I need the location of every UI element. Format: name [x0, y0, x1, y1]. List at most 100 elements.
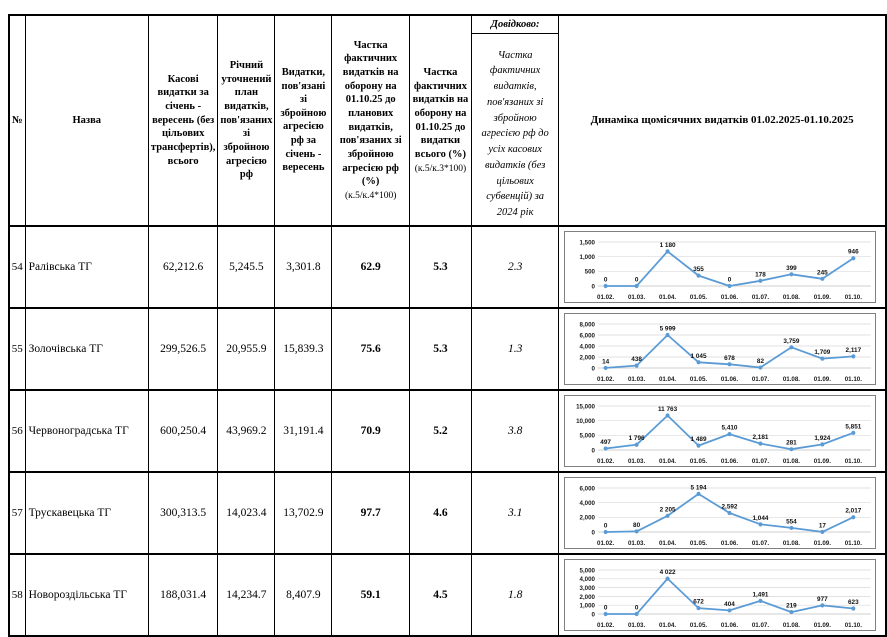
ref-2024-value: 2.3	[470, 224, 560, 309]
community-name: Новороздільська ТГ	[24, 552, 149, 637]
svg-text:0: 0	[592, 365, 596, 372]
svg-text:438: 438	[632, 356, 643, 363]
share-of-total-title: Частка фактичних видатків на оборону на …	[412, 67, 469, 160]
share-of-total-value: 4.5	[408, 552, 472, 637]
svg-text:01.10.: 01.10.	[845, 294, 862, 301]
svg-text:01.07.: 01.07.	[752, 622, 769, 629]
svg-text:01.10.: 01.10.	[845, 376, 862, 383]
war-expenses-value: 3,301.8	[274, 224, 333, 309]
chart-cell: 15,000 10,000 5,000 0 497 01.02. 1 796 01.03. 11…	[558, 388, 887, 473]
svg-text:672: 672	[694, 598, 705, 605]
community-name: Червоноградська ТГ	[24, 388, 149, 473]
svg-text:1,000: 1,000	[580, 602, 596, 609]
svg-text:01.07.: 01.07.	[752, 376, 769, 383]
svg-text:1 045: 1 045	[691, 353, 707, 360]
svg-text:0: 0	[592, 529, 596, 536]
share-of-total-formula: (к.5/к.3*100)	[414, 163, 467, 174]
share-of-total-value: 5.3	[408, 224, 472, 309]
svg-text:8,000: 8,000	[580, 321, 596, 328]
svg-text:404: 404	[725, 601, 736, 608]
row-number: 57	[8, 470, 26, 555]
row-number: 55	[8, 306, 26, 391]
svg-text:01.06.: 01.06.	[721, 294, 738, 301]
svg-text:497: 497	[601, 439, 612, 446]
annual-plan-value: 14,023.4	[217, 470, 276, 555]
reference-title: Довідково:	[472, 16, 558, 34]
svg-text:5 999: 5 999	[660, 325, 676, 332]
svg-text:01.10.: 01.10.	[845, 458, 862, 465]
cash-expenses-value: 600,250.4	[147, 388, 219, 473]
svg-text:0: 0	[728, 276, 732, 283]
svg-text:01.05.: 01.05.	[690, 376, 707, 383]
col-header-annual-plan: Річний уточнений план видатків, пов'язан…	[217, 14, 276, 227]
svg-text:0: 0	[604, 276, 608, 283]
svg-text:1,491: 1,491	[753, 591, 769, 598]
svg-text:0: 0	[635, 276, 639, 283]
svg-text:3,000: 3,000	[580, 585, 596, 592]
svg-text:01.03.: 01.03.	[628, 458, 645, 465]
svg-text:15,000: 15,000	[576, 403, 595, 410]
cash-expenses-value: 62,212.6	[147, 224, 219, 309]
svg-text:01.10.: 01.10.	[845, 622, 862, 629]
share-of-total-value: 5.2	[408, 388, 472, 473]
svg-text:0: 0	[604, 522, 608, 529]
table-row: 54 Ралівська ТГ 62,212.6 5,245.5 3,301.8…	[8, 224, 887, 309]
share-of-plan-value: 75.6	[331, 306, 410, 391]
svg-text:623: 623	[848, 599, 859, 606]
svg-text:355: 355	[694, 266, 705, 273]
svg-text:2,000: 2,000	[580, 515, 596, 522]
col-header-war-expenses: Видатки, пов'язані зі збройною агресією …	[274, 14, 333, 227]
share-of-plan-value: 97.7	[331, 470, 410, 555]
svg-text:01.04.: 01.04.	[659, 540, 676, 547]
svg-text:5,000: 5,000	[580, 433, 596, 440]
svg-text:01.08.: 01.08.	[783, 458, 800, 465]
share-of-total-value: 5.3	[408, 306, 472, 391]
annual-plan-value: 20,955.9	[217, 306, 276, 391]
svg-text:178: 178	[756, 271, 767, 278]
svg-text:01.03.: 01.03.	[628, 294, 645, 301]
svg-text:01.06.: 01.06.	[721, 458, 738, 465]
svg-text:977: 977	[817, 596, 828, 603]
svg-text:678: 678	[725, 355, 736, 362]
monthly-dynamics-chart: 15,000 10,000 5,000 0 497 01.02. 1 796 01.03. 11…	[564, 394, 876, 467]
svg-text:01.04.: 01.04.	[659, 622, 676, 629]
row-number: 54	[8, 224, 26, 309]
svg-text:01.07.: 01.07.	[752, 294, 769, 301]
war-expenses-value: 13,702.9	[274, 470, 333, 555]
col-header-share-of-total: Частка фактичних видатків на оборону на …	[408, 14, 472, 227]
table-row: 56 Червоноградська ТГ 600,250.4 43,969.2…	[8, 388, 887, 473]
svg-text:01.05.: 01.05.	[690, 294, 707, 301]
expenses-table: № Назва Касові видатки за січень - верес…	[8, 14, 887, 637]
svg-text:01.08.: 01.08.	[783, 376, 800, 383]
svg-text:01.02.: 01.02.	[597, 540, 614, 547]
line-chart-svg: 8,000 6,000 4,000 2,000 0 14 01.02. 438 01.03. 5 …	[580, 321, 872, 383]
svg-text:245: 245	[817, 269, 828, 276]
svg-text:3,759: 3,759	[784, 338, 800, 345]
share-of-plan-formula: (к.5/к.4*100)	[344, 190, 397, 201]
svg-text:6,000: 6,000	[580, 332, 596, 339]
svg-text:01.09.: 01.09.	[814, 622, 831, 629]
chart-cell: 6,000 4,000 2,000 0 0 01.02. 80 01.03. 2 205 01.0…	[558, 470, 887, 555]
svg-text:01.06.: 01.06.	[721, 622, 738, 629]
svg-text:554: 554	[786, 518, 797, 525]
annual-plan-value: 43,969.2	[217, 388, 276, 473]
chart-cell: 1,500 1,000 500 0 0 01.02. 0 01.03. 1 180 01.04. 3…	[558, 224, 887, 309]
svg-text:2,017: 2,017	[846, 508, 862, 515]
share-of-plan-value: 62.9	[331, 224, 410, 309]
svg-text:281: 281	[786, 439, 797, 446]
svg-text:01.05.: 01.05.	[690, 458, 707, 465]
line-chart-svg: 15,000 10,000 5,000 0 497 01.02. 1 796 01.03. 11…	[576, 403, 872, 465]
ref-2024-value: 3.1	[470, 470, 560, 555]
svg-text:01.02.: 01.02.	[597, 458, 614, 465]
svg-text:500: 500	[585, 269, 596, 276]
svg-text:10,000: 10,000	[576, 418, 595, 425]
col-header-number: №	[8, 14, 26, 227]
svg-text:01.03.: 01.03.	[628, 622, 645, 629]
svg-text:01.09.: 01.09.	[814, 458, 831, 465]
svg-text:2,592: 2,592	[722, 503, 738, 510]
svg-text:219: 219	[786, 602, 797, 609]
war-expenses-value: 8,407.9	[274, 552, 333, 637]
share-of-plan-title: Частка фактичних видатків на оборону на …	[339, 39, 402, 188]
